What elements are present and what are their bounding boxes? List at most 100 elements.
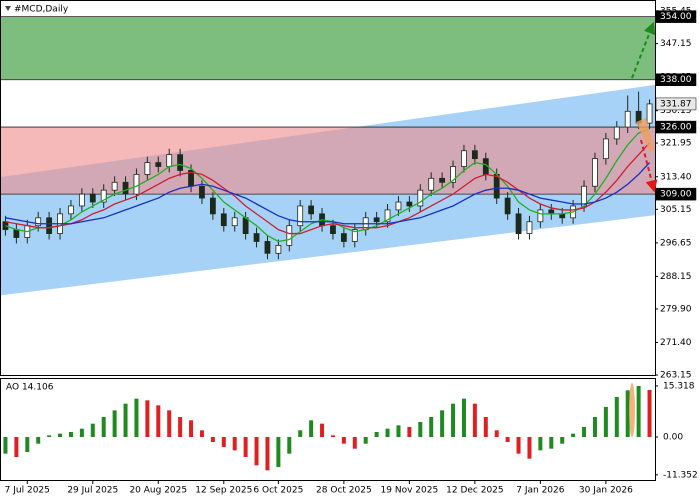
y-tick-label: 347.15 xyxy=(660,39,692,49)
ao-bar xyxy=(418,422,423,437)
ao-bar xyxy=(636,386,641,437)
candle-body xyxy=(78,193,85,207)
candle-body xyxy=(461,150,467,167)
ao-pane: 15.318 0.00 -11.352 xyxy=(3,381,698,480)
ao-bar xyxy=(451,403,456,437)
ao-bar xyxy=(287,437,292,454)
ao-bar xyxy=(254,437,259,466)
candle-body xyxy=(2,221,9,231)
ao-bar xyxy=(625,390,630,437)
ao-bar xyxy=(3,437,8,454)
price-tag-label: 338.00 xyxy=(660,75,692,85)
ao-bar xyxy=(79,428,84,437)
candle-body xyxy=(166,154,173,167)
ao-bar xyxy=(309,420,314,437)
ao-bar xyxy=(265,437,270,471)
highlight xyxy=(629,383,635,437)
candle-body xyxy=(231,217,238,227)
y-tick-label: 330.15 xyxy=(660,106,692,116)
candle-body xyxy=(286,225,293,246)
candle-body xyxy=(199,185,205,199)
ao-bar xyxy=(320,423,325,437)
y-tick-label: 0.00 xyxy=(663,433,683,443)
price-tag-label: 331.87 xyxy=(660,99,692,109)
ao-bar xyxy=(90,423,95,437)
candle-body xyxy=(144,162,151,175)
candle-body xyxy=(220,213,227,227)
x-tick-label: 19 Nov 2025 xyxy=(381,486,439,496)
candle-body xyxy=(428,177,435,191)
candle-body xyxy=(89,193,96,203)
ao-bar xyxy=(352,437,357,449)
y-tick-label: -11.352 xyxy=(663,470,698,480)
ao-bar xyxy=(298,430,303,437)
ao-bar xyxy=(341,437,346,444)
ao-bar xyxy=(592,417,597,437)
price-tag-label: 309.00 xyxy=(660,190,692,200)
ao-bar xyxy=(156,405,161,437)
y-tick-label: 321.95 xyxy=(660,139,692,149)
candle-body xyxy=(613,126,620,140)
ao-bar xyxy=(232,437,237,451)
candle-body xyxy=(624,110,631,128)
candle-body xyxy=(602,138,609,160)
support-zone xyxy=(1,127,655,195)
highlight xyxy=(636,118,655,152)
candle-body xyxy=(100,189,107,203)
title-icon xyxy=(5,6,11,11)
ao-bar xyxy=(58,433,63,437)
x-tick-label: 7 Jan 2026 xyxy=(516,486,564,496)
candle-body xyxy=(515,213,522,234)
ao-bar xyxy=(582,427,587,437)
price-tag-label: 354.00 xyxy=(660,12,692,22)
candle-body xyxy=(264,241,271,254)
candle-body xyxy=(537,209,544,223)
candle-body xyxy=(13,229,20,238)
candle-body xyxy=(592,158,598,187)
candle-body xyxy=(526,221,533,234)
ao-bar xyxy=(461,398,466,437)
ao-bar xyxy=(14,437,19,457)
ao-bar xyxy=(363,437,368,444)
annotations xyxy=(629,21,658,437)
x-tick-label: 30 Jan 2026 xyxy=(579,486,633,496)
x-tick-label: 28 Oct 2025 xyxy=(316,486,372,496)
ao-frame xyxy=(0,378,656,481)
candle-body xyxy=(155,162,162,167)
ao-bar xyxy=(276,437,281,467)
candle-body xyxy=(417,189,424,207)
candle-body xyxy=(471,150,478,160)
ao-bar xyxy=(538,437,543,451)
ao-bar xyxy=(243,437,248,457)
ao-bar xyxy=(407,427,412,437)
ao-bar xyxy=(221,437,226,447)
ao-bar xyxy=(112,410,117,437)
price-tag xyxy=(655,10,697,23)
ao-bar xyxy=(330,435,335,437)
candle-body xyxy=(330,225,336,234)
ao-bar xyxy=(527,437,532,459)
ao-bar xyxy=(178,417,183,437)
ao-bar xyxy=(210,437,215,442)
chart-title: #MCD,Daily xyxy=(14,5,69,15)
ao-bar xyxy=(516,437,521,454)
ao-bar xyxy=(429,417,434,437)
ao-bar xyxy=(614,397,619,437)
ao-bar xyxy=(145,400,150,437)
y-tick-label: 313.40 xyxy=(660,172,692,182)
candle-body xyxy=(209,197,216,215)
ao-bar xyxy=(189,420,194,437)
candle-body xyxy=(35,217,42,227)
candle-body xyxy=(308,205,315,215)
ao-bar xyxy=(36,437,41,444)
y-tick-label: 296.65 xyxy=(660,238,692,248)
resistance-zone xyxy=(1,16,655,80)
ao-bar xyxy=(199,430,204,437)
candle-body xyxy=(46,217,53,234)
price-pane: 355.45347.15338.65330.15321.95313.40305.… xyxy=(1,6,692,381)
x-tick-label: 29 Jul 2025 xyxy=(67,486,118,496)
y-tick-label: 15.318 xyxy=(663,381,695,391)
candle-body xyxy=(68,205,74,215)
ao-bar xyxy=(123,403,128,437)
